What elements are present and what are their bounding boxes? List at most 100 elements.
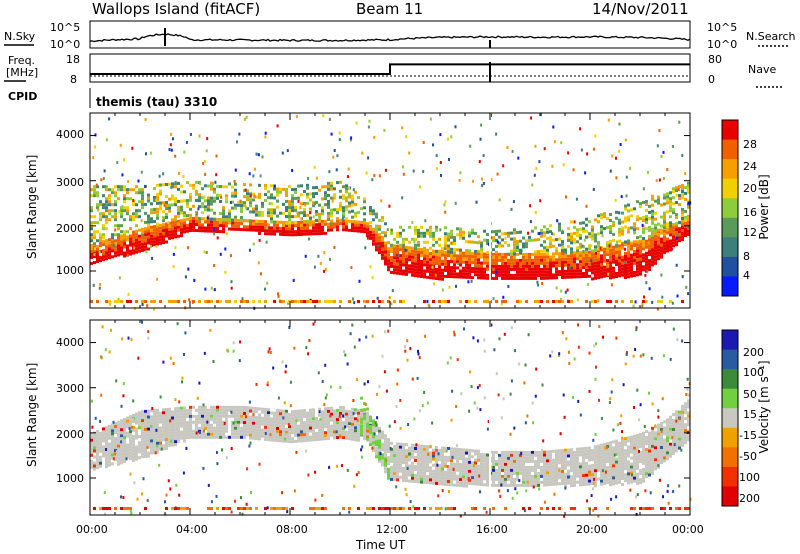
- power-panel-cell: [681, 211, 684, 214]
- power-panel-cell: [633, 240, 636, 244]
- power-panel-scatter-point: [594, 134, 597, 138]
- power-panel-near-range-cell: [279, 300, 282, 303]
- power-panel-cell: [651, 227, 654, 231]
- power-panel-scatter-point: [576, 298, 579, 302]
- velocity-panel-cell: [405, 452, 408, 456]
- velocity-panel-cell: [180, 433, 183, 437]
- velocity-panel-cell: [501, 477, 504, 481]
- power-panel-cell: [294, 190, 297, 194]
- power-panel-cell: [447, 235, 450, 239]
- power-panel-cell: [549, 236, 552, 240]
- power-panel-scatter-point: [112, 243, 115, 247]
- power-panel-scatter-point: [641, 304, 644, 308]
- power-panel-cell: [390, 261, 393, 265]
- velocity-panel-cell: [384, 440, 387, 444]
- velocity-panel-cell: [474, 449, 477, 453]
- velocity-panel-cell: [441, 455, 444, 459]
- power-panel-cell: [141, 245, 144, 249]
- power-panel-cell: [681, 184, 684, 187]
- power-panel-cell: [576, 228, 579, 232]
- power-panel-scatter-point: [277, 292, 279, 296]
- power-panel-cell: [219, 212, 222, 215]
- power-panel-scatter-point: [174, 154, 177, 158]
- cpid-label: CPID: [8, 90, 38, 103]
- power-panel-near-range-cell: [303, 300, 306, 303]
- power-panel-cell: [90, 215, 93, 219]
- power-panel-scatter-point: [376, 296, 379, 300]
- power-panel-cell: [315, 186, 318, 189]
- velocity-panel-cell: [411, 455, 414, 459]
- velocity-panel-cell: [297, 418, 300, 422]
- power-panel-cell: [606, 247, 609, 251]
- velocity-panel-cell: [369, 436, 372, 440]
- velocity-panel-cell: [438, 476, 441, 480]
- power-panel-cell: [459, 233, 462, 237]
- velocity-panel-cell: [426, 445, 429, 449]
- velocity-panel-cell: [144, 454, 147, 458]
- velocity-panel-cell: [426, 460, 429, 464]
- power-panel-scatter-point: [566, 288, 569, 292]
- velocity-panel-cell: [321, 431, 324, 435]
- velocity-panel-cell: [585, 482, 588, 486]
- power-panel-cell: [534, 270, 537, 274]
- power-panel-scatter-point: [336, 154, 339, 158]
- power-panel-cell: [513, 240, 516, 244]
- power-panel-near-range-cell: [504, 300, 507, 303]
- velocity-panel-cell: [354, 417, 357, 421]
- power-panel-cell: [525, 252, 528, 256]
- power-panel-cell: [150, 237, 153, 241]
- power-panel-cell: [309, 219, 312, 223]
- power-panel-cell: [258, 192, 261, 196]
- power-panel-cell: [249, 225, 252, 229]
- power-panel-near-range-cell: [474, 300, 477, 303]
- power-panel-cell: [495, 232, 498, 236]
- power-panel-scatter-point: [496, 240, 499, 244]
- power-panel-cell: [525, 239, 528, 243]
- velocity-panel-cell: [444, 458, 447, 462]
- velocity-panel-cell: [390, 465, 393, 469]
- power-panel-scatter-point: [687, 292, 690, 296]
- power-panel-cell: [153, 240, 156, 244]
- velocity-panel-cell: [246, 406, 249, 410]
- power-panel-cell: [309, 192, 312, 196]
- power-panel-cell: [543, 261, 546, 265]
- power-panel-scatter-point: [552, 125, 555, 129]
- velocity-panel-cell: [231, 435, 234, 439]
- power-panel-cell: [168, 209, 171, 213]
- velocity-panel-cell: [102, 439, 105, 443]
- power-panel-scatter-point: [391, 289, 394, 293]
- power-panel-scatter-point: [459, 171, 462, 175]
- power-panel-cell: [174, 200, 177, 204]
- velocity-panel-cell: [408, 473, 411, 477]
- power-panel-cell: [105, 209, 108, 213]
- power-panel-cell: [414, 256, 417, 260]
- power-panel-cell: [435, 240, 438, 244]
- velocity-panel-cell: [306, 414, 309, 418]
- power-panel-scatter-point: [297, 199, 300, 203]
- power-panel-cell: [555, 252, 558, 256]
- velocity-panel-cell: [465, 466, 468, 470]
- power-panel-cell: [543, 225, 546, 229]
- power-panel-cell: [600, 260, 603, 264]
- power-panel-cell: [399, 260, 402, 264]
- velocity-panel-cell: [324, 437, 327, 441]
- power-panel-cell: [615, 275, 618, 278]
- power-panel-cell: [219, 185, 222, 188]
- velocity-panel-cell: [384, 443, 387, 447]
- power-panel-scatter-point: [481, 177, 483, 181]
- power-panel-cell: [393, 265, 396, 269]
- power-panel-cell: [234, 194, 237, 198]
- power-panel-scatter-point: [94, 145, 97, 149]
- power-panel-cell: [576, 234, 579, 238]
- velocity-panel-cell: [153, 430, 156, 434]
- power-panel-cell: [681, 220, 684, 224]
- power-panel-cell: [90, 236, 93, 240]
- power-panel-cell: [375, 230, 378, 234]
- velocity-panel-cell: [291, 422, 294, 426]
- velocity-panel-cell: [168, 434, 171, 438]
- velocity-panel-cell: [549, 483, 552, 487]
- velocity-panel-cell: [564, 475, 567, 479]
- velocity-panel-cell: [207, 429, 210, 433]
- velocity-panel-cell: [165, 423, 168, 426]
- power-panel-cell: [294, 196, 297, 200]
